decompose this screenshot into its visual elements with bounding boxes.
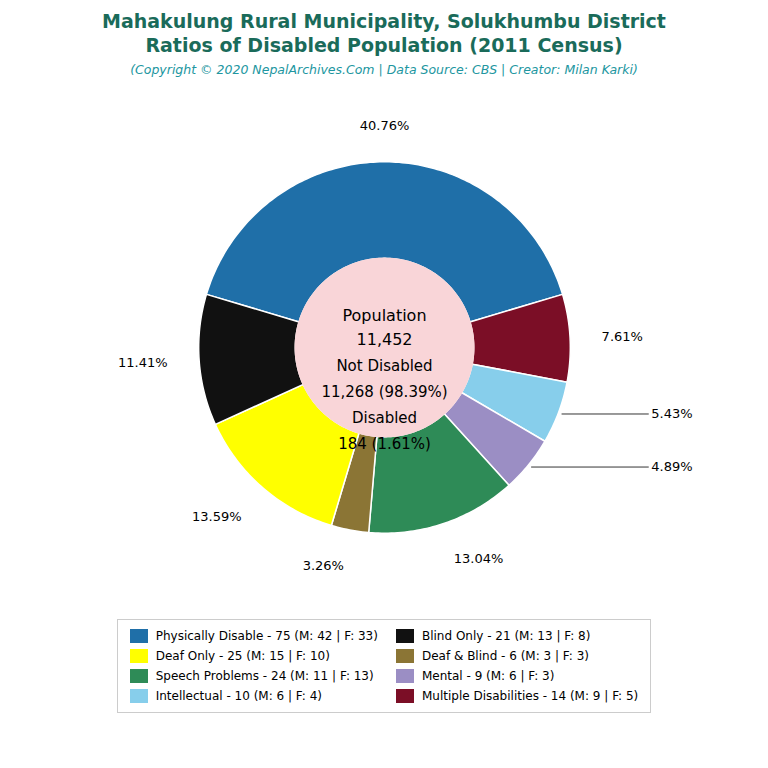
html-text:Mahakulung Rural Municipality,: Mahakulung Rural Municipality, Solukhumb… <box>102 10 666 32</box>
html-text:Multiple Disabilities - 14 (M:: Multiple Disabilities - 14 (M: 9 | F: 5) <box>421 688 639 703</box>
svg-text:Not Disabled: Not Disabled <box>336 356 432 374</box>
svg-text:40.76%: 40.76% <box>360 118 410 133</box>
svg-text:184 (1.61%): 184 (1.61%) <box>338 434 431 452</box>
svg-text:13.59%: 13.59% <box>192 508 242 523</box>
html-text:(Copyright © 2020 NepalArchive: (Copyright © 2020 NepalArchives.Com | Da… <box>130 61 638 77</box>
svg-text:11,452: 11,452 <box>357 330 413 349</box>
html-text:Deaf Only - 25 (M: 15 | F: 10): Deaf Only - 25 (M: 15 | F: 10) <box>155 648 330 663</box>
svg-text:Disabled: Disabled <box>352 408 417 426</box>
svg-text:Population: Population <box>342 306 426 325</box>
svg-text:4.89%: 4.89% <box>651 459 692 474</box>
svg-text:11.41%: 11.41% <box>118 354 168 369</box>
svg-text:13.04%: 13.04% <box>454 550 504 565</box>
html-text:Speech Problems - 24 (M: 11 |: Speech Problems - 24 (M: 11 | F: 13) <box>155 668 374 683</box>
svg-text:3.26%: 3.26% <box>303 558 344 573</box>
html-text:Intellectual - 10 (M: 6 | F: 4: Intellectual - 10 (M: 6 | F: 4) <box>155 688 322 703</box>
html-text:Blind Only - 21 (M: 13 | F: 8): Blind Only - 21 (M: 13 | F: 8) <box>421 628 591 643</box>
svg-text:11,268 (98.39%): 11,268 (98.39%) <box>321 382 447 400</box>
html-text:Mental - 9 (M: 6 | F: 3): Mental - 9 (M: 6 | F: 3) <box>421 668 555 683</box>
html-text:Physically Disable - 75 (M: 42: Physically Disable - 75 (M: 42 | F: 33) <box>155 628 378 643</box>
svg-text:5.43%: 5.43% <box>651 406 692 421</box>
html-text:Deaf & Blind - 6 (M: 3 | F: 3): Deaf & Blind - 6 (M: 3 | F: 3) <box>421 648 589 663</box>
svg-text:7.61%: 7.61% <box>602 328 643 343</box>
html-text:Ratios of Disabled Population: Ratios of Disabled Population (2011 Cens… <box>145 33 623 56</box>
